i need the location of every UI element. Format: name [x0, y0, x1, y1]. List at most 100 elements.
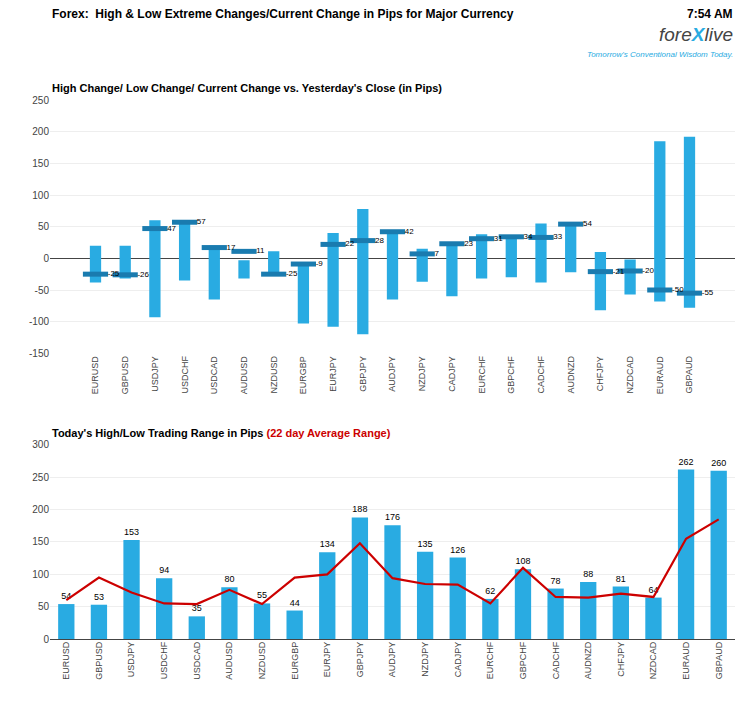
svg-text:135: 135	[418, 539, 433, 549]
svg-text:88: 88	[583, 569, 593, 579]
svg-text:GBPUSD: GBPUSD	[120, 356, 130, 395]
svg-text:AUDUSD: AUDUSD	[224, 641, 234, 680]
svg-text:AUDJPY: AUDJPY	[387, 642, 397, 678]
svg-text:64: 64	[648, 585, 658, 595]
svg-text:USDJPY: USDJPY	[150, 356, 160, 392]
svg-text:-50: -50	[35, 285, 50, 296]
svg-text:GBPCHF: GBPCHF	[506, 356, 516, 394]
svg-text:Tomorrow's Conventional Wisdom: Tomorrow's Conventional Wisdom Today.	[587, 50, 733, 59]
svg-text:250: 250	[32, 472, 49, 483]
svg-text:35: 35	[192, 603, 202, 613]
svg-text:33: 33	[553, 232, 562, 241]
svg-text:153: 153	[124, 527, 139, 537]
svg-text:GBPUSD: GBPUSD	[94, 641, 104, 680]
svg-text:foreXlive: foreXlive	[659, 24, 733, 45]
svg-text:AUDUSD: AUDUSD	[239, 356, 249, 395]
svg-text:-25: -25	[108, 269, 120, 278]
svg-text:USDCAD: USDCAD	[192, 641, 202, 680]
svg-text:Forex: High & Low Extreme Cha: Forex: High & Low Extreme Changes/Curren…	[52, 7, 514, 21]
svg-text:260: 260	[711, 458, 726, 468]
svg-text:USDJPY: USDJPY	[126, 642, 136, 678]
svg-text:CADCHF: CADCHF	[551, 641, 561, 679]
svg-text:EURJPY: EURJPY	[322, 642, 332, 678]
svg-text:62: 62	[485, 586, 495, 596]
svg-text:CHFJPY: CHFJPY	[595, 356, 605, 391]
svg-text:42: 42	[405, 227, 414, 236]
svg-text:200: 200	[32, 504, 49, 515]
svg-text:NZDJPY: NZDJPY	[417, 356, 427, 391]
svg-text:22: 22	[345, 239, 354, 248]
svg-text:28: 28	[375, 236, 384, 245]
svg-text:EURCHF: EURCHF	[477, 356, 487, 394]
svg-text:188: 188	[352, 504, 367, 514]
svg-text:-55: -55	[702, 288, 714, 297]
svg-text:54: 54	[583, 219, 592, 228]
svg-text:Today's High/Low Trading Range: Today's High/Low Trading Range in Pips (…	[52, 427, 391, 439]
svg-text:57: 57	[197, 217, 206, 226]
svg-text:7:54 AM: 7:54 AM	[687, 7, 733, 21]
svg-text:55: 55	[257, 590, 267, 600]
svg-text:NZDCAD: NZDCAD	[625, 356, 635, 394]
svg-text:AUDNZD: AUDNZD	[566, 356, 576, 394]
svg-text:108: 108	[515, 556, 530, 566]
svg-text:CHFJPY: CHFJPY	[616, 642, 626, 677]
svg-text:78: 78	[551, 576, 561, 586]
svg-text:NZDUSD: NZDUSD	[257, 641, 267, 679]
svg-text:-20: -20	[642, 266, 654, 275]
svg-text:11: 11	[256, 246, 265, 255]
svg-text:EURAUD: EURAUD	[655, 356, 665, 395]
svg-text:81: 81	[616, 574, 626, 584]
svg-text:53: 53	[94, 592, 104, 602]
svg-text:High Change/ Low Change/ Curre: High Change/ Low Change/ Current Change …	[52, 82, 442, 94]
svg-text:USDCHF: USDCHF	[180, 356, 190, 394]
svg-text:USDCHF: USDCHF	[159, 641, 169, 679]
svg-text:150: 150	[32, 158, 49, 169]
svg-text:EURAUD: EURAUD	[681, 641, 691, 680]
svg-text:17: 17	[227, 243, 236, 252]
svg-text:176: 176	[385, 512, 400, 522]
svg-text:-25: -25	[286, 269, 298, 278]
svg-text:EURGBP: EURGBP	[290, 642, 300, 680]
svg-text:50: 50	[38, 601, 50, 612]
svg-text:23: 23	[464, 239, 473, 248]
svg-text:134: 134	[320, 539, 335, 549]
svg-text:150: 150	[32, 536, 49, 547]
svg-text:31: 31	[494, 234, 503, 243]
svg-text:GBPAUD: GBPAUD	[684, 356, 694, 394]
svg-text:250: 250	[32, 95, 49, 106]
svg-text:GBPJPY: GBPJPY	[355, 642, 365, 678]
svg-text:EURJPY: EURJPY	[328, 356, 338, 392]
svg-text:94: 94	[159, 565, 169, 575]
svg-text:-150: -150	[29, 348, 49, 359]
svg-text:-26: -26	[137, 270, 149, 279]
svg-text:AUDNZD: AUDNZD	[583, 641, 593, 679]
svg-text:7: 7	[434, 249, 439, 258]
svg-text:EURGBP: EURGBP	[298, 356, 308, 394]
svg-text:EURCHF: EURCHF	[485, 641, 495, 679]
svg-text:0: 0	[43, 634, 49, 645]
svg-text:80: 80	[224, 574, 234, 584]
svg-text:47: 47	[167, 224, 176, 233]
svg-text:GBPAUD: GBPAUD	[714, 641, 724, 679]
svg-text:-100: -100	[29, 316, 49, 327]
svg-text:44: 44	[290, 598, 300, 608]
svg-text:AUDJPY: AUDJPY	[387, 356, 397, 392]
svg-text:NZDUSD: NZDUSD	[269, 356, 279, 394]
svg-text:USDCAD: USDCAD	[209, 356, 219, 395]
svg-text:300: 300	[32, 439, 49, 450]
svg-text:CADCHF: CADCHF	[536, 356, 546, 394]
svg-text:-9: -9	[316, 259, 324, 268]
svg-text:EURUSD: EURUSD	[90, 356, 100, 395]
svg-text:NZDCAD: NZDCAD	[648, 641, 658, 679]
svg-text:100: 100	[32, 190, 49, 201]
svg-text:126: 126	[450, 545, 465, 555]
svg-text:0: 0	[43, 253, 49, 264]
svg-text:262: 262	[679, 457, 694, 467]
svg-text:200: 200	[32, 126, 49, 137]
svg-text:-21: -21	[613, 267, 625, 276]
svg-text:50: 50	[38, 221, 50, 232]
svg-text:GBPCHF: GBPCHF	[518, 641, 528, 679]
svg-text:34: 34	[524, 232, 533, 241]
svg-text:NZDJPY: NZDJPY	[420, 642, 430, 677]
svg-text:-50: -50	[672, 285, 684, 294]
